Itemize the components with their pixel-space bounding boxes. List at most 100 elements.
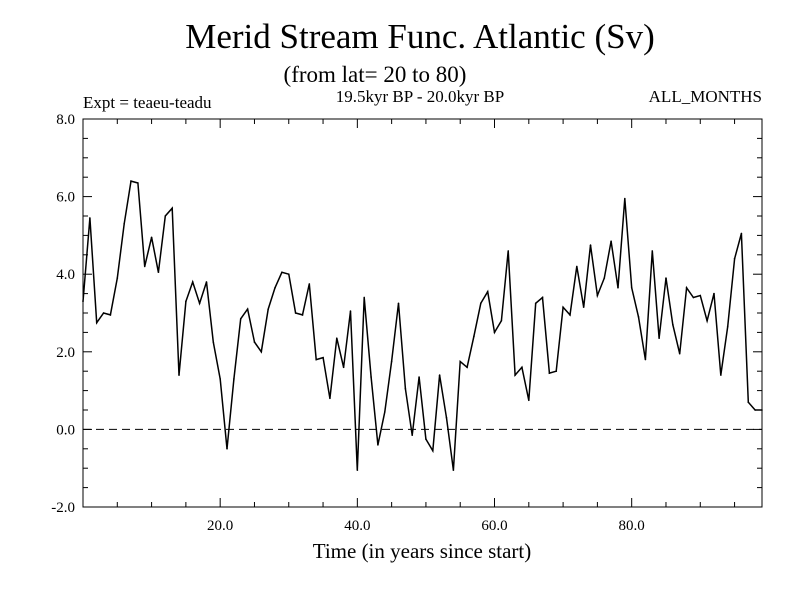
data-point bbox=[637, 316, 640, 318]
data-point bbox=[582, 306, 585, 308]
data-point bbox=[438, 374, 441, 376]
data-point bbox=[726, 325, 729, 328]
data-point bbox=[569, 314, 571, 316]
data-point bbox=[610, 240, 612, 243]
data-point bbox=[212, 341, 215, 343]
data-point bbox=[198, 302, 201, 305]
data-point bbox=[678, 352, 681, 355]
data-point bbox=[555, 370, 558, 373]
data-point bbox=[335, 337, 338, 340]
data-point bbox=[658, 337, 660, 340]
data-point bbox=[123, 222, 125, 225]
data-point bbox=[342, 366, 345, 369]
y-tick-label: 8.0 bbox=[56, 112, 75, 128]
data-point bbox=[390, 360, 393, 363]
data-point bbox=[479, 302, 482, 305]
data-point bbox=[89, 217, 91, 219]
data-point bbox=[452, 469, 455, 471]
data-point bbox=[185, 300, 187, 303]
data-point bbox=[425, 438, 427, 440]
data-point bbox=[349, 310, 352, 312]
y-tick-label: 2.0 bbox=[56, 345, 75, 361]
months-label: ALL_MONTHS bbox=[649, 87, 762, 106]
x-tick-label: 40.0 bbox=[344, 518, 370, 534]
data-point bbox=[706, 319, 708, 322]
data-point bbox=[466, 366, 468, 369]
data-point bbox=[363, 296, 366, 299]
data-point bbox=[287, 273, 290, 276]
data-point bbox=[116, 277, 119, 279]
chart-subtitle: (from lat= 20 to 80) bbox=[284, 62, 467, 87]
y-tick-label: -2.0 bbox=[51, 500, 75, 516]
data-point bbox=[754, 409, 756, 411]
data-point bbox=[699, 294, 702, 297]
data-point bbox=[281, 271, 283, 274]
chart-title: Merid Stream Func. Atlantic (Sv) bbox=[185, 17, 655, 56]
data-point bbox=[630, 286, 633, 289]
data-point bbox=[164, 215, 167, 217]
x-axis-labels: 20.0 40.0 60.0 80.0 bbox=[207, 518, 645, 534]
x-tick-label: 20.0 bbox=[207, 518, 233, 534]
data-point bbox=[541, 296, 544, 299]
data-point bbox=[130, 180, 132, 182]
data-point bbox=[171, 207, 173, 210]
data-point bbox=[562, 306, 564, 308]
series-line bbox=[82, 180, 762, 471]
data-point bbox=[473, 335, 475, 338]
data-point bbox=[82, 300, 84, 303]
data-point bbox=[665, 277, 667, 279]
data-point bbox=[143, 265, 146, 268]
data-point bbox=[528, 399, 530, 402]
data-point bbox=[672, 323, 674, 326]
y-axis-labels: -2.0 0.0 2.0 4.0 6.0 8.0 bbox=[51, 112, 75, 516]
data-point bbox=[617, 286, 619, 289]
data-point bbox=[102, 312, 105, 314]
data-point bbox=[377, 444, 379, 446]
data-point bbox=[418, 376, 420, 378]
data-point bbox=[322, 356, 324, 359]
data-point bbox=[95, 321, 98, 324]
data-point bbox=[521, 366, 523, 369]
data-point bbox=[219, 378, 221, 380]
data-point bbox=[370, 376, 372, 378]
data-point bbox=[246, 308, 249, 310]
data-point bbox=[253, 341, 256, 343]
data-point bbox=[651, 250, 654, 252]
data-point bbox=[459, 360, 462, 363]
data-point bbox=[150, 236, 153, 239]
y-tick-label: 4.0 bbox=[56, 267, 75, 283]
data-point bbox=[761, 409, 763, 411]
data-point bbox=[733, 257, 736, 260]
data-points bbox=[82, 180, 763, 471]
x-tick-label: 60.0 bbox=[481, 518, 507, 534]
data-point bbox=[507, 250, 510, 252]
data-point bbox=[740, 232, 743, 235]
data-point bbox=[685, 286, 688, 289]
data-point bbox=[692, 296, 695, 299]
data-point bbox=[534, 302, 537, 305]
data-point bbox=[260, 351, 263, 353]
period-label: 19.5kyr BP - 20.0kyr BP bbox=[336, 87, 504, 106]
data-point bbox=[720, 374, 722, 376]
data-point bbox=[713, 292, 715, 295]
data-point bbox=[226, 448, 228, 450]
data-point bbox=[178, 374, 180, 376]
data-point bbox=[493, 331, 496, 334]
data-point bbox=[486, 290, 489, 293]
data-point bbox=[404, 387, 407, 390]
data-point bbox=[191, 281, 194, 283]
data-point bbox=[576, 265, 578, 268]
data-point bbox=[548, 372, 551, 374]
data-point bbox=[233, 378, 235, 380]
data-point bbox=[589, 244, 592, 246]
data-point bbox=[274, 286, 276, 289]
data-point bbox=[624, 197, 626, 200]
data-point bbox=[397, 302, 400, 305]
data-point bbox=[500, 319, 503, 322]
data-point bbox=[137, 182, 139, 184]
data-point bbox=[431, 449, 434, 452]
data-point bbox=[239, 318, 242, 320]
data-point bbox=[157, 271, 160, 274]
y-tick-label: 6.0 bbox=[56, 190, 75, 206]
